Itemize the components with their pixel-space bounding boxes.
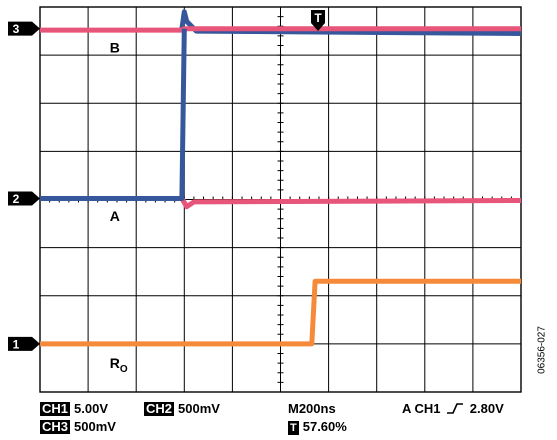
channel-marker-3: 3 xyxy=(8,21,40,36)
status-trigger-position: T 57.60% xyxy=(288,419,347,435)
status-timebase: M200ns xyxy=(288,401,336,416)
chart-markers: 3 2 1 T xyxy=(8,10,326,351)
status-trigger: A CH1 2.80V xyxy=(402,401,504,416)
trace-b xyxy=(40,26,521,33)
channel-marker-label: 1 xyxy=(13,337,20,351)
channel-marker-1: 1 xyxy=(8,336,40,351)
channel-marker-2: 2 xyxy=(8,191,40,206)
trigger-position-marker: T xyxy=(311,10,326,31)
t-position: 57.60% xyxy=(302,419,347,434)
figure-id-text: 06356-027 xyxy=(536,326,548,374)
trigger-marker-label: T xyxy=(314,11,322,25)
trace-segment-1 xyxy=(179,9,522,36)
trace-label-a: A xyxy=(110,208,120,224)
ch3-badge: CH3 xyxy=(40,419,71,434)
trigger-marker-shape xyxy=(311,10,326,31)
channel-marker-arrow xyxy=(8,21,40,36)
channel-marker-label: 2 xyxy=(13,192,20,206)
ch2-badge: CH2 xyxy=(144,401,175,416)
trace-label-r: RO xyxy=(110,355,128,375)
status-ch3: CH3 500mV xyxy=(40,419,116,434)
channel-marker-arrow xyxy=(8,336,40,351)
timebase-value: M200ns xyxy=(288,401,336,416)
trace-segment-3 xyxy=(179,197,522,210)
rising-edge-icon xyxy=(447,403,464,414)
trace-label-b: B xyxy=(110,40,120,56)
chart-traces xyxy=(40,9,522,347)
trace-r-o xyxy=(40,278,521,347)
chart-trace-labels: B A RO xyxy=(110,40,128,375)
channel-marker-label: 3 xyxy=(13,22,20,36)
ch1-badge: CH1 xyxy=(40,401,71,416)
ch2-value: 500mV xyxy=(178,401,220,416)
ch1-value: 5.00V xyxy=(74,401,108,416)
trace-a xyxy=(40,28,187,201)
t-badge: T xyxy=(288,421,299,435)
trigger-level: 2.80V xyxy=(469,401,504,416)
ch3-value: 500mV xyxy=(74,419,116,434)
channel-marker-arrow xyxy=(8,191,40,206)
trigger-source: A CH1 xyxy=(402,401,441,416)
status-ch2: CH2 500mV xyxy=(144,401,220,416)
trace-label-subscript: O xyxy=(120,364,128,375)
status-ch1: CH1 5.00V xyxy=(40,401,108,416)
figure-id: 06356-027 xyxy=(532,300,552,400)
